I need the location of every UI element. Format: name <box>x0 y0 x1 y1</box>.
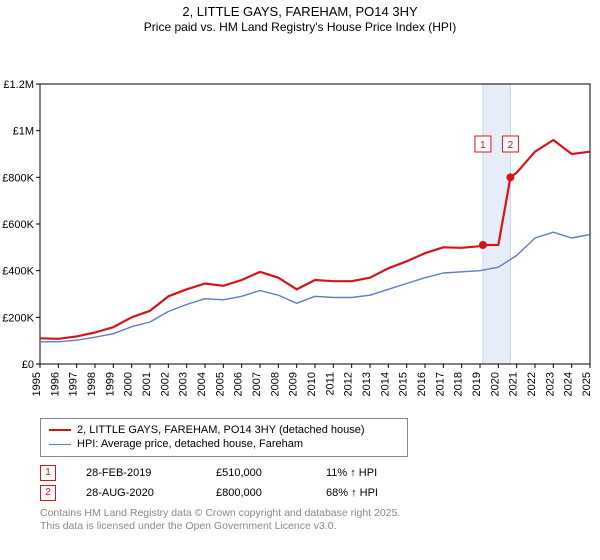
legend-swatch-blue <box>49 444 71 445</box>
title-line1: 2, LITTLE GAYS, FAREHAM, PO14 3HY <box>0 4 600 19</box>
svg-text:£400K: £400K <box>2 266 34 278</box>
svg-text:2000: 2000 <box>123 372 135 396</box>
svg-text:2015: 2015 <box>398 372 410 396</box>
svg-text:£200K: £200K <box>2 312 34 324</box>
sales-table: 1 28-FEB-2019 £510,000 11% ↑ HPI 2 28-AU… <box>40 465 580 501</box>
svg-text:2016: 2016 <box>416 372 428 396</box>
legend-row-property: 2, LITTLE GAYS, FAREHAM, PO14 3HY (detac… <box>49 423 399 437</box>
svg-text:2025: 2025 <box>581 372 593 396</box>
svg-text:2012: 2012 <box>343 372 355 396</box>
svg-text:£0: £0 <box>22 359 34 371</box>
svg-text:2004: 2004 <box>196 372 208 396</box>
chart-area: £0 £200K £400K £600K £800K £1M £1.2M 1995 1996 19… <box>0 34 600 414</box>
svg-text:2009: 2009 <box>288 372 300 396</box>
svg-text:2001: 2001 <box>141 372 153 396</box>
svg-text:2024: 2024 <box>563 372 575 396</box>
legend-row-hpi: HPI: Average price, detached house, Fare… <box>49 437 399 451</box>
svg-text:1998: 1998 <box>86 372 98 396</box>
sale-row: 1 28-FEB-2019 £510,000 11% ↑ HPI <box>40 465 580 481</box>
sale-date: 28-AUG-2020 <box>86 487 186 499</box>
sale-badge: 1 <box>40 465 56 481</box>
svg-text:2020: 2020 <box>489 372 501 396</box>
sale-delta: 11% ↑ HPI <box>326 467 406 479</box>
svg-text:1: 1 <box>480 140 486 151</box>
sale-badge: 2 <box>40 485 56 501</box>
svg-text:2014: 2014 <box>379 372 391 396</box>
svg-text:2: 2 <box>508 140 514 151</box>
sale-date: 28-FEB-2019 <box>86 467 186 479</box>
svg-text:1999: 1999 <box>104 372 116 396</box>
svg-text:2019: 2019 <box>471 372 483 396</box>
legend-label-property: 2, LITTLE GAYS, FAREHAM, PO14 3HY (detac… <box>77 423 365 437</box>
svg-text:1997: 1997 <box>68 372 80 396</box>
footer: Contains HM Land Registry data © Crown c… <box>40 507 600 534</box>
svg-text:1995: 1995 <box>31 372 43 396</box>
svg-text:2007: 2007 <box>251 372 263 396</box>
svg-text:2006: 2006 <box>233 372 245 396</box>
footer-line1: Contains HM Land Registry data © Crown c… <box>40 507 600 521</box>
svg-text:2003: 2003 <box>178 372 190 396</box>
sale-row: 2 28-AUG-2020 £800,000 68% ↑ HPI <box>40 485 580 501</box>
line-chart: £0 £200K £400K £600K £800K £1M £1.2M 1995 1996 19… <box>0 34 600 414</box>
legend-swatch-red <box>49 429 71 431</box>
svg-text:2022: 2022 <box>526 372 538 396</box>
sale-delta: 68% ↑ HPI <box>326 487 406 499</box>
svg-text:2002: 2002 <box>159 372 171 396</box>
title-line2: Price paid vs. HM Land Registry's House … <box>0 20 600 34</box>
svg-text:2013: 2013 <box>361 372 373 396</box>
chart-title-block: 2, LITTLE GAYS, FAREHAM, PO14 3HY Price … <box>0 0 600 34</box>
footer-line2: This data is licensed under the Open Gov… <box>40 520 600 534</box>
svg-text:£600K: £600K <box>2 219 34 231</box>
svg-text:2017: 2017 <box>434 372 446 396</box>
svg-text:2021: 2021 <box>508 372 520 396</box>
svg-text:1996: 1996 <box>49 372 61 396</box>
svg-text:£1M: £1M <box>13 126 34 138</box>
svg-text:£1.2M: £1.2M <box>3 79 34 91</box>
svg-text:2018: 2018 <box>453 372 465 396</box>
sale-price: £800,000 <box>216 487 296 499</box>
legend-label-hpi: HPI: Average price, detached house, Fare… <box>77 437 303 451</box>
sale-price: £510,000 <box>216 467 296 479</box>
svg-text:2023: 2023 <box>544 372 556 396</box>
svg-text:2005: 2005 <box>214 372 226 396</box>
svg-text:2008: 2008 <box>269 372 281 396</box>
svg-text:2010: 2010 <box>306 372 318 396</box>
svg-text:£800K: £800K <box>2 172 34 184</box>
legend: 2, LITTLE GAYS, FAREHAM, PO14 3HY (detac… <box>40 418 408 457</box>
svg-text:2011: 2011 <box>324 372 336 396</box>
